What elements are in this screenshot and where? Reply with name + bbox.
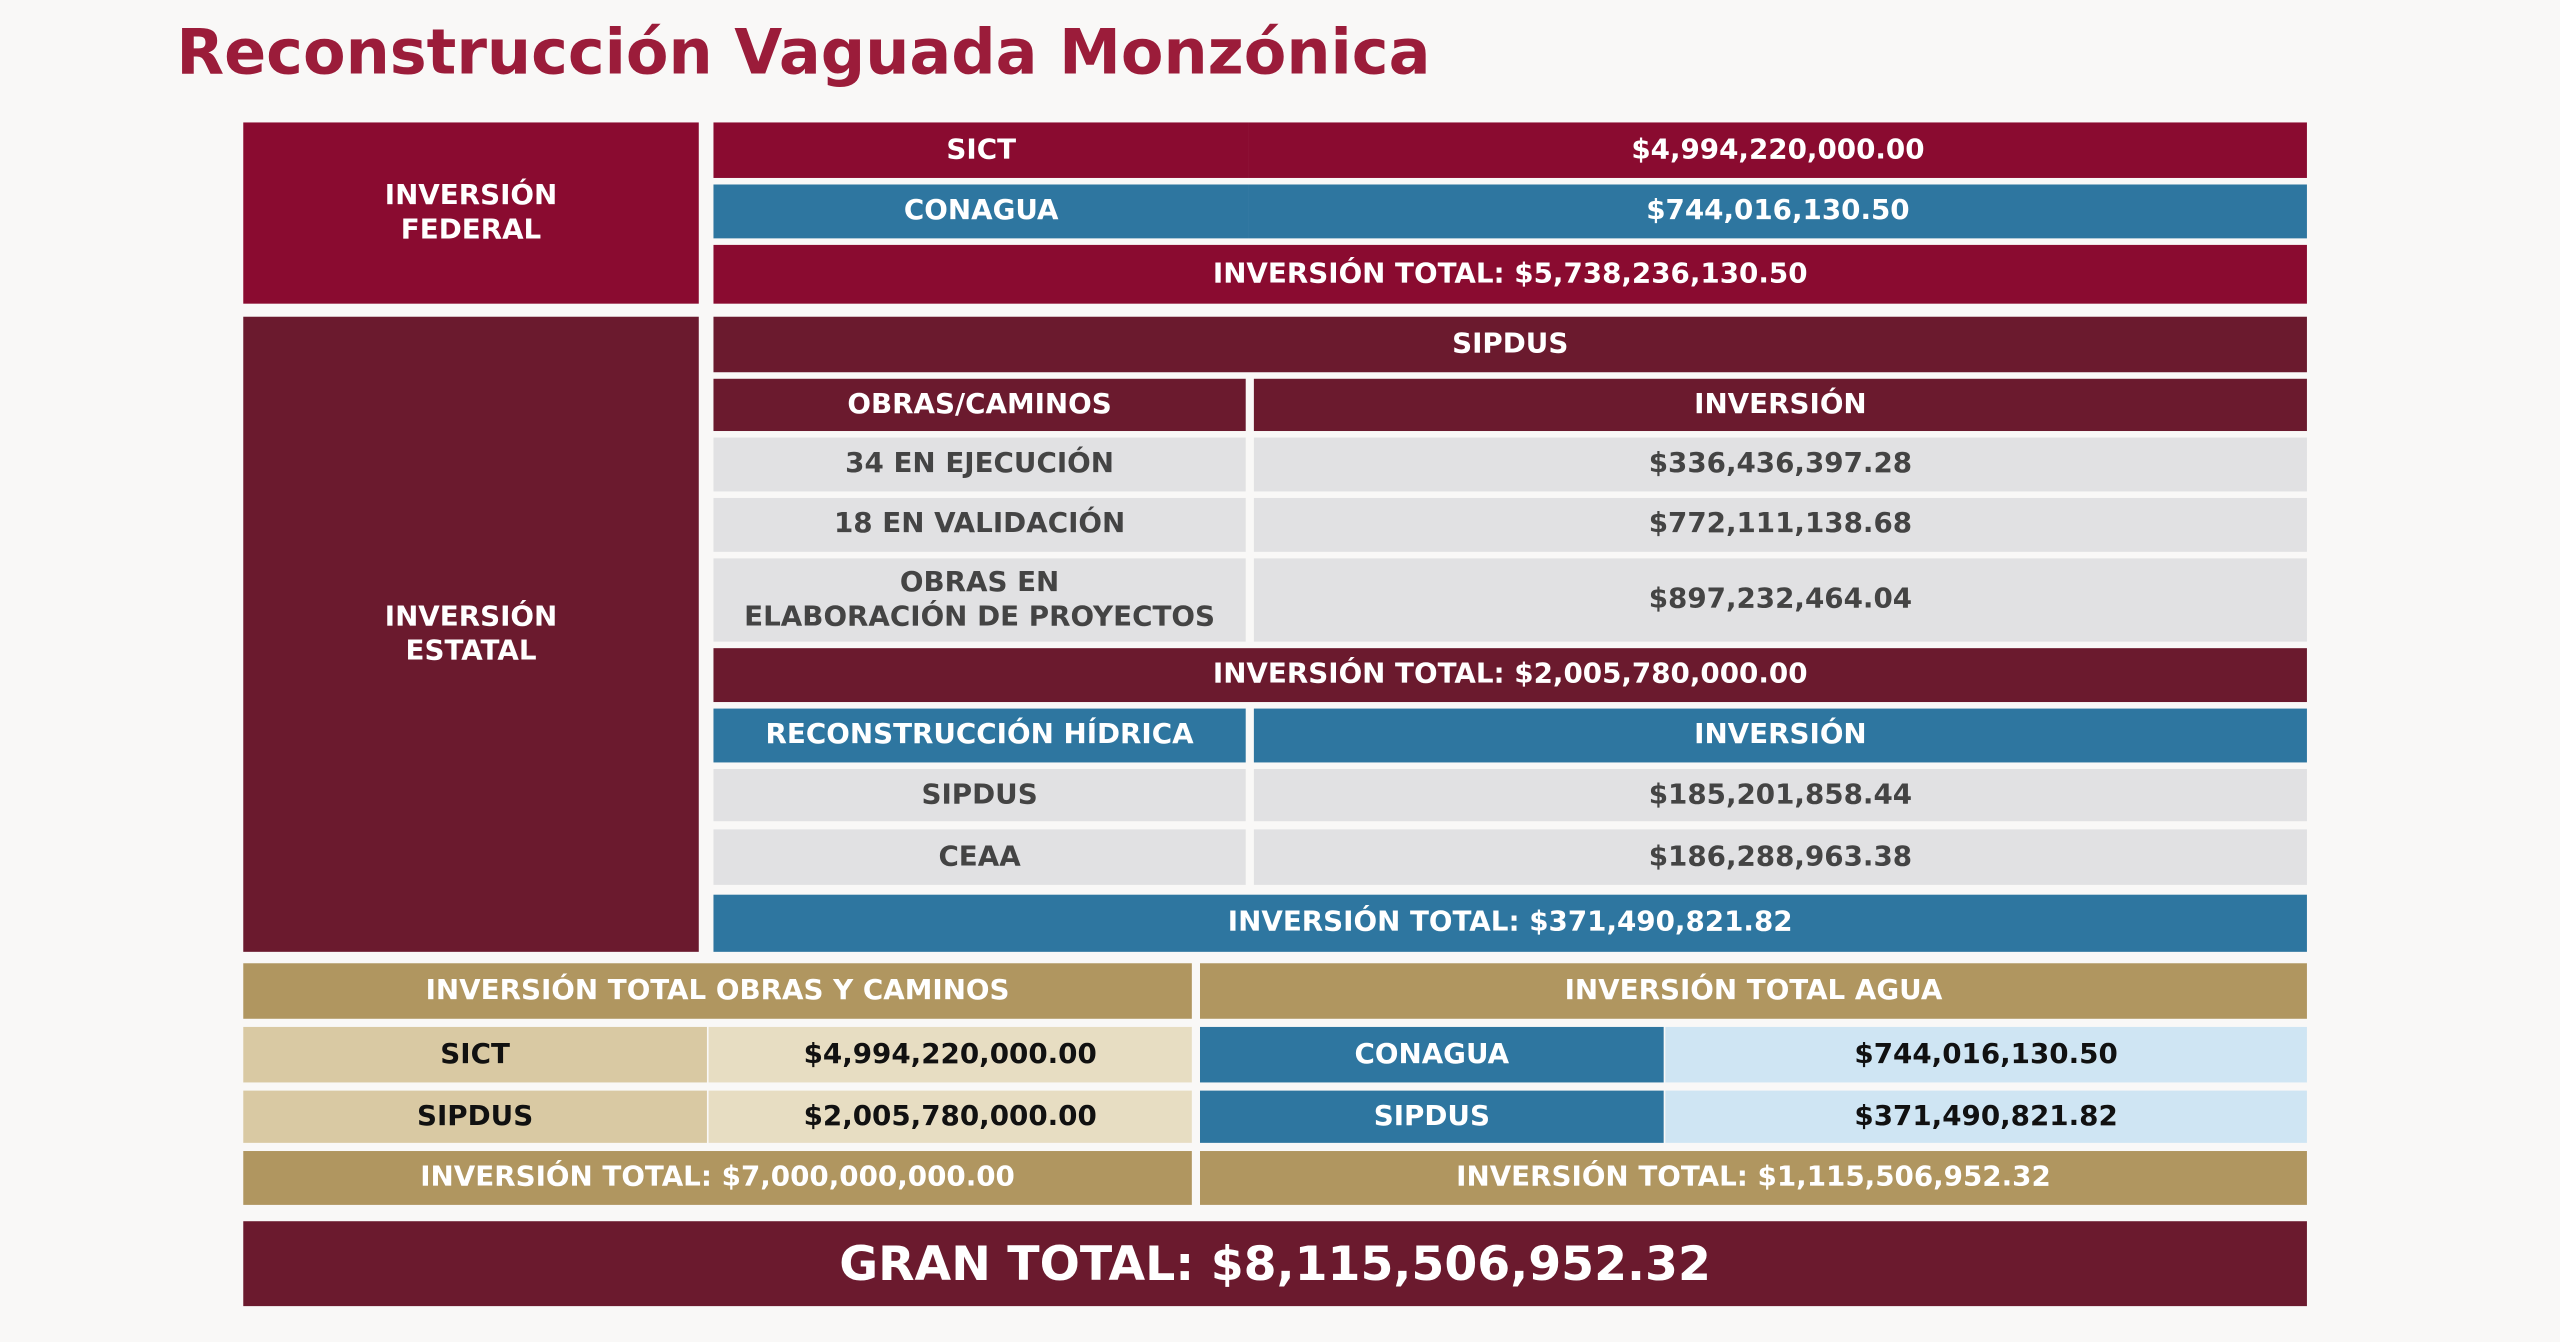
- header: INVERSIÓN TOTAL OBRAS Y CAMINOS: [243, 963, 1192, 1019]
- cell: $744,016,130.50: [1665, 1026, 2307, 1083]
- cell: $4,994,220,000.00: [708, 1026, 1192, 1083]
- cell: OBRAS EN ELABORACIÓN DE PROYECTOS: [713, 558, 1246, 642]
- cell-line: OBRAS EN: [899, 566, 1060, 600]
- header: INVERSIÓN: [1253, 708, 2307, 763]
- cell: $336,436,397.28: [1253, 437, 2307, 492]
- header: OBRAS/CAMINOS: [713, 378, 1246, 432]
- cell-line: ELABORACIÓN DE PROYECTOS: [744, 599, 1215, 633]
- title: Reconstrucción Vaguada Monzónica: [176, 16, 1431, 89]
- header: RECONSTRUCCIÓN HÍDRICA: [713, 708, 1246, 763]
- header: SIPDUS: [713, 316, 2307, 373]
- header: INVERSIÓN TOTAL AGUA: [1199, 963, 2307, 1019]
- cell: 34 EN EJECUCIÓN: [713, 437, 1246, 492]
- total: INVERSIÓN TOTAL: $1,115,506,952.32: [1199, 1151, 2307, 1205]
- cell: SIPDUS: [243, 1090, 707, 1143]
- cell: $897,232,464.04: [1253, 558, 2307, 642]
- cell: CEAA: [713, 829, 1246, 885]
- cell: CONAGUA: [713, 184, 1249, 239]
- cell: $186,288,963.38: [1253, 829, 2307, 885]
- total: INVERSIÓN TOTAL: $2,005,780,000.00: [713, 648, 2307, 703]
- cell: $371,490,821.82: [1665, 1090, 2307, 1143]
- cell: $185,201,858.44: [1253, 768, 2307, 822]
- cell: SICT: [713, 122, 1249, 178]
- section-label: INVERSIÓN ESTATAL: [243, 316, 699, 952]
- cell: SIPDUS: [713, 768, 1246, 822]
- cell: SIPDUS: [1199, 1090, 1664, 1143]
- cell: CONAGUA: [1199, 1026, 1664, 1083]
- total: INVERSIÓN TOTAL: $7,000,000,000.00: [243, 1151, 1192, 1205]
- cell: 18 EN VALIDACIÓN: [713, 497, 1246, 552]
- grand-total: GRAN TOTAL: $8,115,506,952.32: [243, 1221, 2307, 1307]
- total: INVERSIÓN TOTAL: $371,490,821.82: [713, 894, 2307, 952]
- total: INVERSIÓN TOTAL: $5,738,236,130.50: [713, 244, 2307, 304]
- cell: $2,005,780,000.00: [708, 1090, 1192, 1143]
- cell: $744,016,130.50: [1248, 184, 2307, 239]
- cell: SICT: [243, 1026, 707, 1083]
- cell: $4,994,220,000.00: [1248, 122, 2307, 178]
- cell: $772,111,138.68: [1253, 497, 2307, 552]
- header: INVERSIÓN: [1253, 378, 2307, 432]
- section-label: INVERSIÓN FEDERAL: [243, 122, 699, 304]
